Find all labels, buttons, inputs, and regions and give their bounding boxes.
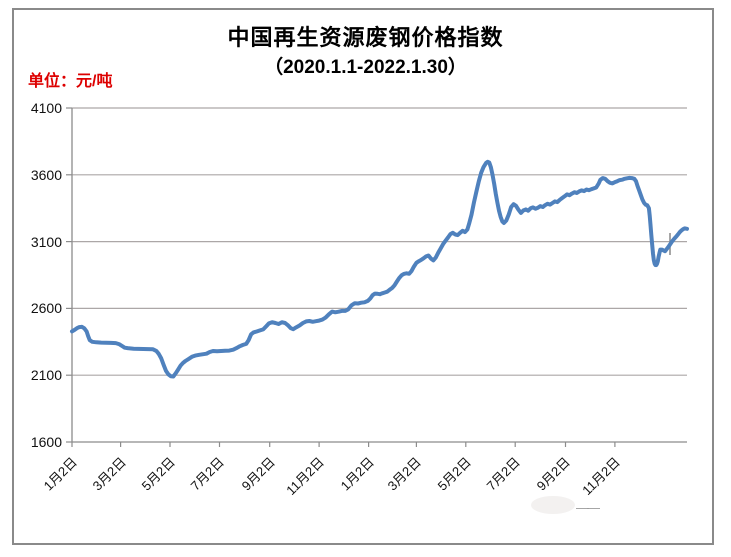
y-axis-label: 4100 bbox=[30, 100, 62, 116]
y-axis-label: 1600 bbox=[30, 434, 62, 450]
watermark-dash: —— bbox=[576, 500, 600, 515]
y-axis-label: 2600 bbox=[30, 300, 62, 317]
price-line bbox=[70, 159, 689, 379]
unit-label: 单位：元/吨 bbox=[28, 73, 113, 90]
chart-title: 中国再生资源废钢价格指数 bbox=[227, 25, 504, 50]
y-axis-label: 2100 bbox=[30, 367, 62, 384]
chart-subtitle: （2020.1.1-2022.1.30） bbox=[264, 57, 467, 78]
y-axis-label: 3600 bbox=[30, 166, 62, 183]
watermark-smudge bbox=[531, 496, 575, 514]
y-axis-label: 3100 bbox=[30, 233, 62, 250]
chart-frame bbox=[12, 8, 714, 545]
